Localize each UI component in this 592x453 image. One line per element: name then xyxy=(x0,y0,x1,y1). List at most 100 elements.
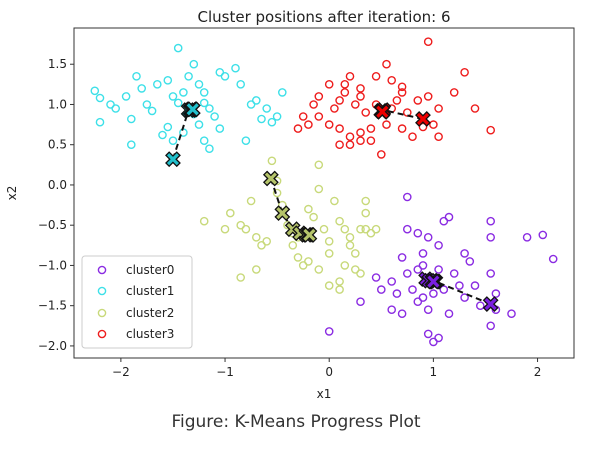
point-cluster1-38 xyxy=(251,96,261,105)
point-cluster1-21 xyxy=(205,104,214,113)
point-cluster0-6 xyxy=(397,253,407,262)
point-cluster2-29 xyxy=(350,249,360,258)
point-cluster3-20 xyxy=(335,124,344,133)
x-tick-label-0: −2 xyxy=(112,365,130,379)
point-cluster3-25 xyxy=(345,140,355,149)
x-tick-label-4: 2 xyxy=(534,365,542,379)
point-cluster3-24 xyxy=(335,140,344,149)
point-cluster3-7 xyxy=(397,88,407,97)
point-cluster2-0 xyxy=(199,216,209,226)
point-cluster2-22 xyxy=(324,236,334,246)
point-cluster2-10 xyxy=(272,188,282,198)
point-cluster3-45 xyxy=(361,108,371,117)
point-cluster1-26 xyxy=(194,120,204,129)
point-cluster1-33 xyxy=(205,144,214,153)
y-tick-label-6: 1.0 xyxy=(48,97,67,111)
point-cluster0-19 xyxy=(418,261,428,270)
point-cluster3-44 xyxy=(408,132,417,141)
point-cluster3-12 xyxy=(330,104,339,113)
point-cluster0-11 xyxy=(486,232,496,242)
point-cluster3-11 xyxy=(335,96,344,105)
point-cluster2-24 xyxy=(330,196,339,206)
centroid-cluster2-iter-1 xyxy=(274,205,291,222)
point-cluster3-34 xyxy=(429,120,438,129)
centroid-cluster1-iter-6 xyxy=(184,101,201,118)
point-cluster1-10 xyxy=(147,106,157,116)
y-tick-label-2: −1.0 xyxy=(38,258,67,272)
legend-marker-cluster0 xyxy=(97,265,107,275)
point-cluster1-3 xyxy=(95,117,105,127)
point-cluster0-40 xyxy=(397,309,407,319)
point-cluster1-18 xyxy=(189,59,199,69)
point-cluster2-16 xyxy=(298,261,308,270)
y-axis-label: x2 xyxy=(5,186,19,201)
point-cluster1-35 xyxy=(231,63,240,73)
point-cluster0-3 xyxy=(444,212,454,222)
chart-title: Cluster positions after iteration: 6 xyxy=(198,8,451,26)
legend-marker-cluster1 xyxy=(97,286,107,296)
point-cluster1-43 xyxy=(262,104,272,113)
point-cluster1-44 xyxy=(215,124,225,133)
point-cluster2-1 xyxy=(225,208,235,218)
point-cluster1-30 xyxy=(127,140,136,149)
point-cluster1-45 xyxy=(241,136,251,145)
point-cluster3-37 xyxy=(460,68,469,77)
point-cluster2-33 xyxy=(366,228,376,238)
point-cluster1-37 xyxy=(246,100,256,109)
point-cluster1-15 xyxy=(179,88,188,97)
point-cluster1-20 xyxy=(199,88,209,97)
point-cluster1-29 xyxy=(158,130,167,140)
point-cluster0-39 xyxy=(387,305,397,315)
point-cluster1-12 xyxy=(163,76,173,85)
point-cluster3-10 xyxy=(350,100,360,109)
point-cluster1-31 xyxy=(168,136,178,145)
point-cluster3-15 xyxy=(304,120,313,129)
point-cluster0-12 xyxy=(522,232,532,242)
point-cluster2-44 xyxy=(251,265,261,274)
point-cluster1-1 xyxy=(95,93,105,103)
point-cluster0-14 xyxy=(548,254,558,264)
x-tick-label-3: 1 xyxy=(430,365,438,379)
point-cluster0-5 xyxy=(486,216,496,226)
point-cluster0-30 xyxy=(413,297,423,307)
point-cluster1-32 xyxy=(199,136,209,145)
centroid-cluster1-iter-0 xyxy=(165,151,181,168)
point-cluster2-2 xyxy=(236,220,245,230)
point-cluster0-13 xyxy=(538,230,548,240)
point-cluster3-16 xyxy=(293,124,303,133)
point-cluster3-19 xyxy=(324,120,334,129)
point-cluster1-34 xyxy=(220,72,230,81)
x-axis-label: x1 xyxy=(317,387,332,401)
point-cluster1-8 xyxy=(137,84,146,93)
centers-layer xyxy=(165,101,499,312)
point-cluster2-15 xyxy=(293,253,303,262)
point-cluster3-26 xyxy=(356,136,365,145)
point-cluster0-38 xyxy=(356,297,365,307)
point-cluster2-41 xyxy=(314,265,324,274)
point-cluster2-7 xyxy=(262,236,272,246)
point-cluster0-10 xyxy=(465,257,475,266)
point-cluster1-16 xyxy=(184,72,193,81)
point-cluster1-41 xyxy=(277,88,287,97)
centroid-cluster0-iter-0 xyxy=(482,296,499,312)
point-cluster3-28 xyxy=(382,120,391,129)
point-cluster0-16 xyxy=(387,277,397,286)
point-cluster3-47 xyxy=(366,136,376,145)
point-cluster1-4 xyxy=(111,104,120,113)
point-cluster0-45 xyxy=(434,333,443,343)
point-cluster0-44 xyxy=(423,329,433,339)
figure-caption: Figure: K-Means Progress Plot xyxy=(171,412,421,432)
point-cluster0-27 xyxy=(376,285,386,294)
point-cluster3-22 xyxy=(356,128,365,137)
point-cluster0-22 xyxy=(449,269,459,278)
point-cluster2-21 xyxy=(319,224,329,234)
legend: cluster0 cluster1 cluster2 cluster3 xyxy=(81,255,193,349)
point-cluster2-4 xyxy=(246,196,256,206)
point-cluster0-31 xyxy=(418,293,428,302)
point-cluster1-0 xyxy=(90,86,100,96)
point-cluster2-19 xyxy=(314,160,324,170)
point-cluster0-33 xyxy=(439,285,449,294)
legend-label-cluster2: cluster2 xyxy=(126,306,174,320)
point-cluster1-11 xyxy=(152,80,162,89)
point-cluster2-37 xyxy=(340,261,350,270)
